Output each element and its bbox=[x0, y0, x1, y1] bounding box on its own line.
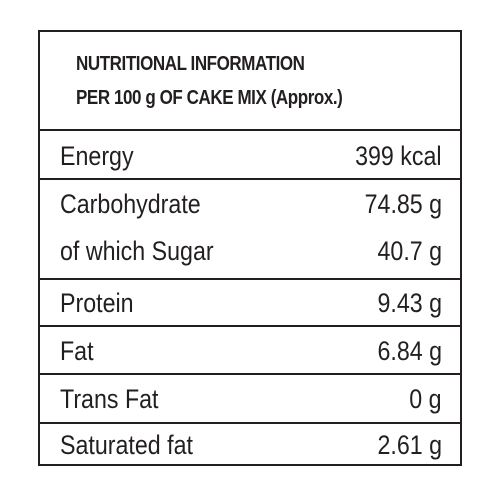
table-header: NUTRITIONAL INFORMATION PER 100 g OF CAK… bbox=[40, 32, 460, 131]
row-protein: Protein 9.43 g bbox=[40, 280, 460, 327]
row-sub-value: 40.7 g bbox=[377, 236, 442, 266]
row-value: 0 g bbox=[409, 384, 442, 414]
row-energy: Energy 399 kcal bbox=[40, 131, 460, 180]
row-label: Saturated fat bbox=[60, 430, 193, 460]
row-value: 2.61 g bbox=[377, 430, 442, 460]
nutrition-table: NUTRITIONAL INFORMATION PER 100 g OF CAK… bbox=[38, 30, 462, 466]
row-trans-fat: Trans Fat 0 g bbox=[40, 375, 460, 424]
table-subtitle: PER 100 g OF CAKE MIX (Approx.) bbox=[76, 87, 343, 109]
row-saturated-fat: Saturated fat 2.61 g bbox=[40, 424, 460, 464]
row-value: 6.84 g bbox=[377, 336, 442, 366]
row-value: 399 kcal bbox=[355, 141, 442, 171]
row-label: Energy bbox=[60, 141, 134, 171]
row-fat: Fat 6.84 g bbox=[40, 327, 460, 375]
row-label: Fat bbox=[60, 336, 94, 366]
row-value: 9.43 g bbox=[377, 288, 442, 318]
row-carbohydrate: Carbohydrate 74.85 g of which Sugar 40.7… bbox=[40, 180, 460, 280]
row-label: Carbohydrate bbox=[60, 189, 201, 219]
row-value: 74.85 g bbox=[364, 189, 442, 219]
row-label: Protein bbox=[60, 288, 134, 318]
row-sub-label: of which Sugar bbox=[60, 236, 214, 266]
row-label: Trans Fat bbox=[60, 384, 159, 414]
table-title: NUTRITIONAL INFORMATION bbox=[76, 53, 305, 75]
